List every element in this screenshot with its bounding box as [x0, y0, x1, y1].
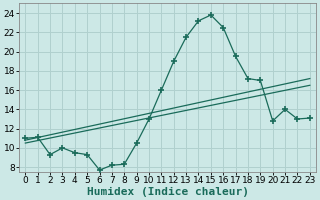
X-axis label: Humidex (Indice chaleur): Humidex (Indice chaleur) — [87, 186, 249, 197]
